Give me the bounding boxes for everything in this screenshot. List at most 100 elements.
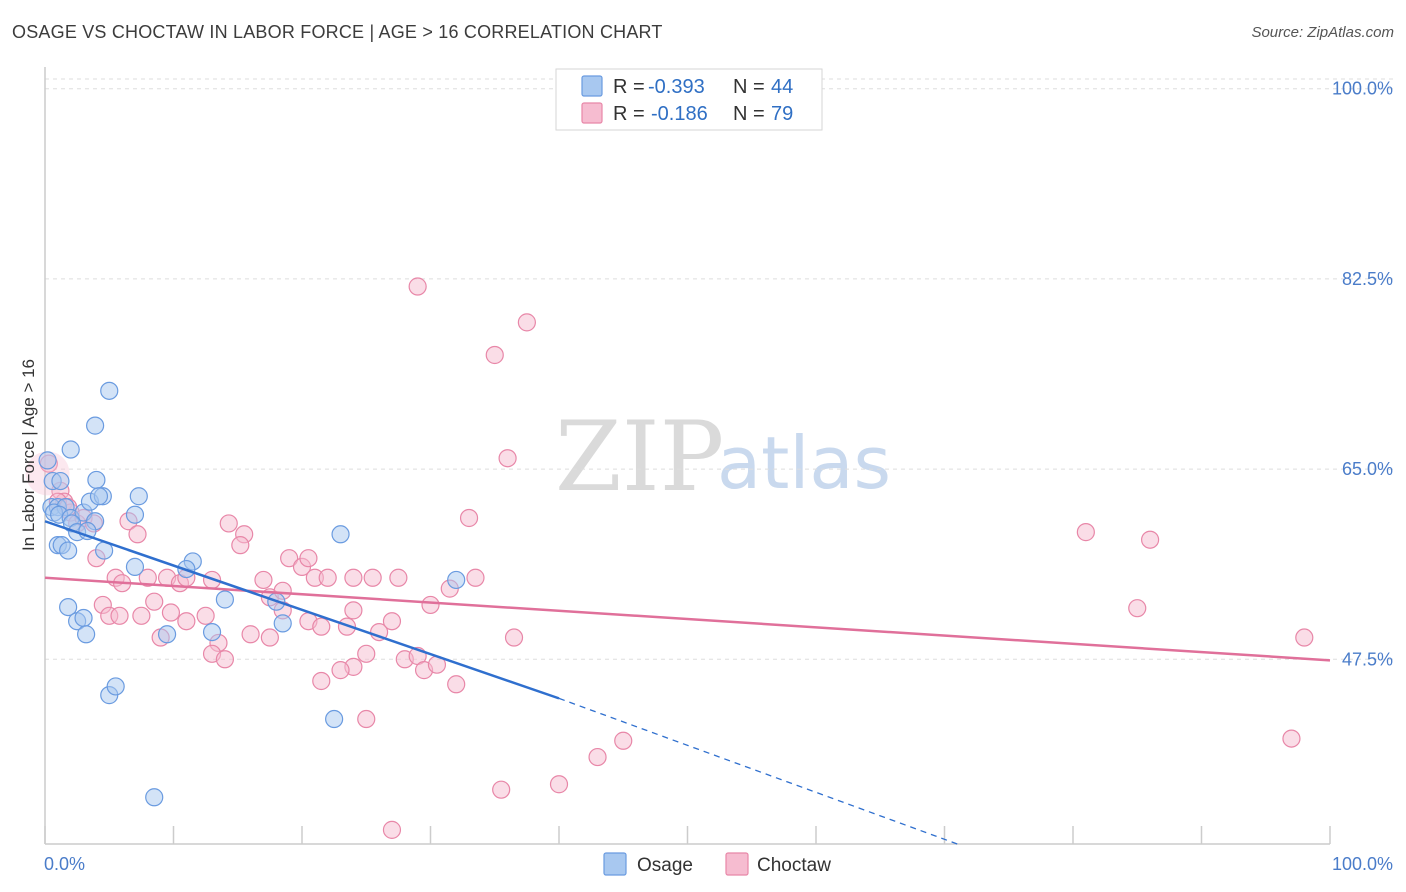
osage-point-30 (59, 597, 78, 617)
osage-point-40 (447, 570, 466, 590)
legend-osage-swatch (581, 75, 603, 97)
osage-trend-line-extension (558, 697, 958, 845)
choctaw-point-61 (447, 675, 466, 694)
legend-choctaw-r-label: R = (613, 103, 645, 125)
choctaw-point-74 (588, 747, 607, 767)
choctaw-point-79 (1140, 530, 1160, 549)
osage-point-15 (61, 440, 80, 459)
choctaw-point-27 (299, 549, 318, 568)
bottom-legend-choctaw-label: Choctaw (757, 855, 831, 876)
choctaw-point-65 (357, 709, 376, 729)
choctaw-point-78 (1076, 523, 1095, 542)
choctaw-point-77 (382, 820, 402, 839)
choctaw-point-29 (318, 568, 337, 587)
bottom-legend: Osage Choctaw (603, 852, 831, 876)
choctaw-point-52 (337, 617, 357, 636)
y-tick-label-2: 82.5% (1342, 269, 1393, 289)
osage-point-38 (273, 614, 292, 633)
osage-point-44 (145, 788, 164, 807)
osage-point-25 (59, 541, 78, 560)
x-tick-labels: 0.0% 100.0% (44, 854, 1393, 874)
choctaw-point-39 (132, 606, 151, 625)
choctaw-point-41 (161, 603, 181, 622)
osage-point-2 (51, 471, 70, 491)
watermark-atlas-text: atlas (717, 421, 891, 505)
choctaw-point-30 (344, 568, 363, 587)
osage-point-0 (38, 451, 57, 470)
osage-point-41 (325, 709, 344, 729)
choctaw-point-55 (370, 622, 389, 642)
y-tick-labels: 47.5% 65.0% 82.5% 100.0% (1332, 79, 1393, 670)
choctaw-trend-line (44, 576, 1331, 662)
legend-choctaw-swatch (581, 102, 603, 124)
trend-lines (44, 520, 1331, 845)
osage-point-32 (74, 608, 93, 628)
osage-point-43 (106, 677, 125, 696)
legend-choctaw-r-value: -0.186 (651, 103, 708, 125)
grid-lines (45, 78, 1395, 660)
legend-osage-n-label: N = (733, 76, 765, 98)
osage-point-16 (86, 416, 105, 435)
choctaw-point-35 (466, 568, 485, 587)
osage-point-17 (87, 470, 106, 490)
choctaw-point-43 (196, 606, 215, 625)
choctaw-point-48 (260, 628, 279, 647)
osage-point-34 (157, 625, 177, 644)
choctaw-point-69 (498, 449, 517, 468)
choctaw-point-51 (312, 617, 331, 636)
osage-point-35 (202, 622, 222, 642)
choctaw-point-33 (421, 595, 440, 615)
watermark: ZIP atlas (555, 401, 891, 513)
choctaw-point-32 (389, 568, 408, 587)
choctaw-point-81 (1295, 628, 1314, 647)
legend-osage-r-value: -0.393 (648, 76, 705, 98)
osage-point-19 (89, 487, 109, 506)
choctaw-point-25 (280, 549, 299, 568)
choctaw-point-67 (504, 628, 524, 647)
osage-points (38, 381, 466, 807)
choctaw-point-56 (382, 612, 402, 631)
osage-point-33 (77, 625, 96, 644)
y-axis-title: In Labor Force | Age > 16 (19, 359, 38, 551)
choctaw-point-82 (1282, 729, 1301, 748)
choctaw-point-75 (549, 775, 569, 794)
choctaw-points (25, 277, 1314, 839)
osage-point-39 (331, 525, 350, 544)
osage-trend-line (44, 520, 560, 700)
bottom-legend-choctaw-swatch (725, 852, 749, 876)
osage-point-21 (125, 505, 145, 524)
choctaw-point-42 (177, 612, 196, 631)
chart-title: OSAGE VS CHOCTAW IN LABOR FORCE | AGE > … (12, 22, 663, 42)
choctaw-point-71 (517, 313, 536, 332)
legend-osage-r-label: R = (613, 76, 645, 98)
y-tick-label-0: 47.5% (1342, 649, 1393, 669)
bottom-legend-osage-swatch (603, 852, 627, 876)
x-tick-label-0: 0.0% (44, 854, 85, 874)
y-tick-label-3: 100.0% (1332, 79, 1393, 99)
legend-choctaw-n-label: N = (733, 103, 765, 125)
x-tick-label-1: 100.0% (1332, 854, 1393, 874)
legend-osage-n-value: 44 (771, 76, 793, 98)
choctaw-point-23 (254, 570, 273, 590)
watermark-zip-text: ZIP (555, 401, 724, 513)
choctaw-point-47 (241, 625, 260, 644)
choctaw-point-70 (485, 345, 504, 365)
legend-box: R = -0.393 N = 44 R = -0.186 N = 79 (555, 68, 823, 131)
y-tick-label-1: 65.0% (1342, 459, 1393, 479)
choctaw-point-73 (614, 731, 633, 750)
chart-source: Source: ZipAtlas.com (1251, 24, 1394, 41)
choctaw-point-63 (331, 661, 350, 680)
legend-choctaw-n-value: 79 (771, 103, 793, 125)
osage-point-20 (129, 487, 148, 506)
choctaw-point-72 (408, 277, 427, 296)
choctaw-point-31 (363, 568, 382, 587)
choctaw-point-21 (231, 536, 250, 555)
osage-point-22 (100, 381, 119, 400)
choctaw-point-19 (219, 514, 238, 533)
axes (44, 67, 1331, 845)
choctaw-point-40 (145, 592, 164, 611)
choctaw-point-14 (138, 568, 157, 587)
choctaw-point-46 (215, 650, 234, 669)
choctaw-point-80 (1128, 599, 1147, 618)
